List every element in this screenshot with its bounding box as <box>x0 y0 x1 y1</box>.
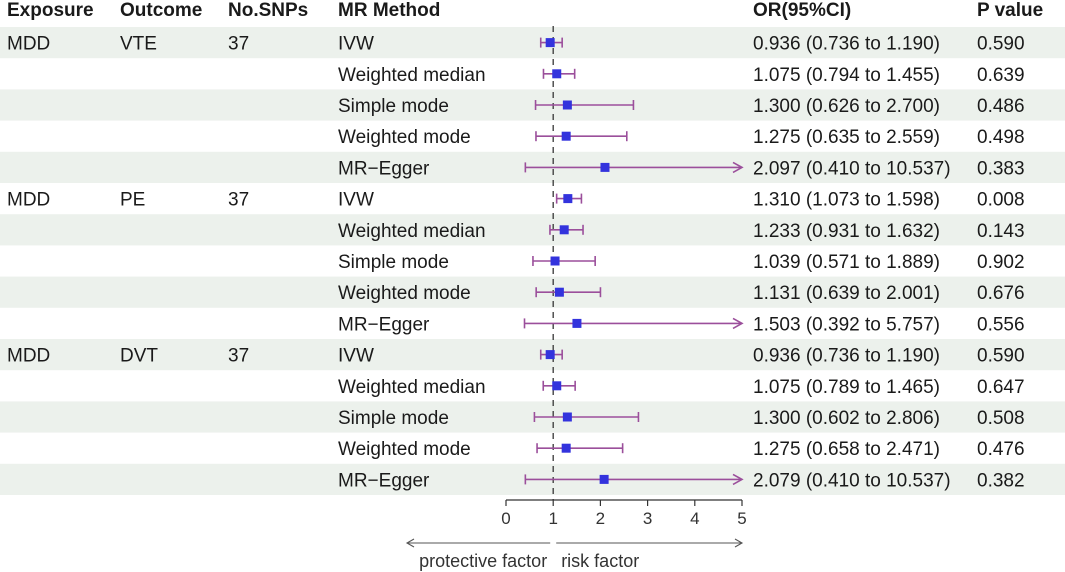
x-tick-label: 0 <box>501 509 510 528</box>
cell-p: 0.008 <box>977 190 1025 211</box>
cell-p: 0.486 <box>977 96 1025 117</box>
cell-or-text: 1.275 (0.658 to 2.471) <box>753 439 940 460</box>
cell-p: 0.383 <box>977 158 1025 179</box>
header-method: MR Method <box>338 0 440 21</box>
cell-p: 0.476 <box>977 439 1025 460</box>
cell-or-text: 1.300 (0.626 to 2.700) <box>753 96 940 117</box>
point-estimate <box>562 412 572 422</box>
ci-arrow-high <box>732 161 744 174</box>
cell-p: 0.902 <box>977 252 1025 273</box>
cell-method: IVW <box>338 190 374 211</box>
row-stripe <box>0 401 1065 433</box>
cell-method: Simple mode <box>338 252 449 273</box>
cell-outcome: VTE <box>120 34 157 55</box>
cell-p: 0.498 <box>977 127 1025 148</box>
cell-exposure: MDD <box>7 190 50 211</box>
cell-method: Weighted median <box>338 377 486 398</box>
cell-method: IVW <box>338 34 374 55</box>
cell-or-text: 2.097 (0.410 to 10.537) <box>753 158 951 179</box>
cell-or-text: 1.310 (1.073 to 1.598) <box>753 190 940 211</box>
cell-exposure: MDD <box>7 346 50 367</box>
cell-method: MR−Egger <box>338 158 430 179</box>
cell-p: 0.639 <box>977 65 1025 86</box>
x-tick-label: 5 <box>737 509 746 528</box>
point-estimate <box>561 131 571 141</box>
cell-or-text: 1.503 (0.392 to 5.757) <box>753 314 940 335</box>
cell-or-text: 1.233 (0.931 to 1.632) <box>753 221 940 242</box>
cell-or-text: 1.075 (0.794 to 1.455) <box>753 65 940 86</box>
x-tick-label: 4 <box>690 509 699 528</box>
cell-outcome: DVT <box>120 346 158 367</box>
ci-arrow-high <box>732 473 744 486</box>
point-estimate <box>550 256 560 266</box>
cell-method: Simple mode <box>338 96 449 117</box>
point-estimate <box>552 69 562 79</box>
cell-or-text: 2.079 (0.410 to 10.537) <box>753 470 951 491</box>
cell-method: Weighted mode <box>338 439 471 460</box>
x-tick-label: 1 <box>548 509 557 528</box>
point-estimate <box>600 162 610 172</box>
cell-exposure: MDD <box>7 34 50 55</box>
row-stripe <box>0 27 1065 59</box>
cell-method: Weighted mode <box>338 127 471 148</box>
point-estimate <box>572 318 582 328</box>
cell-method: Weighted mode <box>338 283 471 304</box>
cell-nsnps: 37 <box>228 34 249 55</box>
cell-method: IVW <box>338 346 374 367</box>
point-estimate <box>545 350 555 360</box>
point-estimate <box>552 381 562 391</box>
point-estimate <box>545 38 555 48</box>
cell-or-text: 1.300 (0.602 to 2.806) <box>753 408 940 429</box>
header-or: OR(95%CI) <box>753 0 851 21</box>
cell-p: 0.508 <box>977 408 1025 429</box>
cell-p: 0.143 <box>977 221 1025 242</box>
cell-p: 0.556 <box>977 314 1025 335</box>
header-nsnps: No.SNPs <box>228 0 308 21</box>
cell-method: MR−Egger <box>338 314 430 335</box>
point-estimate <box>562 100 572 110</box>
cell-or-text: 1.039 (0.571 to 1.889) <box>753 252 940 273</box>
row-stripe <box>0 89 1065 121</box>
cell-p: 0.590 <box>977 34 1025 55</box>
cell-method: Simple mode <box>338 408 449 429</box>
cell-outcome: PE <box>120 190 145 211</box>
x-tick-label: 2 <box>596 509 605 528</box>
x-tick-label: 3 <box>643 509 652 528</box>
risk-arrow-head <box>734 538 744 548</box>
cell-method: MR−Egger <box>338 470 430 491</box>
cell-method: Weighted median <box>338 65 486 86</box>
point-estimate <box>554 287 564 297</box>
ci-arrow-high <box>732 317 744 330</box>
cell-method: Weighted median <box>338 221 486 242</box>
row-stripe <box>0 339 1065 371</box>
cell-p: 0.676 <box>977 283 1025 304</box>
protective-factor-label: protective factor <box>419 551 547 571</box>
cell-or-text: 1.131 (0.639 to 2.001) <box>753 283 940 304</box>
cell-nsnps: 37 <box>228 346 249 367</box>
cell-nsnps: 37 <box>228 190 249 211</box>
point-estimate <box>563 194 573 204</box>
cell-or-text: 0.936 (0.736 to 1.190) <box>753 34 940 55</box>
cell-or-text: 0.936 (0.736 to 1.190) <box>753 346 940 367</box>
cell-p: 0.590 <box>977 346 1025 367</box>
protective-arrow-head <box>405 538 415 548</box>
point-estimate <box>599 474 609 484</box>
header-p: P value <box>977 0 1043 21</box>
header-exposure: Exposure <box>7 0 94 21</box>
cell-p: 0.382 <box>977 470 1025 491</box>
point-estimate <box>561 443 571 453</box>
row-stripe <box>0 214 1065 246</box>
cell-p: 0.647 <box>977 377 1025 398</box>
header-outcome: Outcome <box>120 0 202 21</box>
cell-or-text: 1.275 (0.635 to 2.559) <box>753 127 940 148</box>
cell-or-text: 1.075 (0.789 to 1.465) <box>753 377 940 398</box>
point-estimate <box>559 225 569 235</box>
row-stripe <box>0 276 1065 308</box>
risk-factor-label: risk factor <box>561 551 639 571</box>
